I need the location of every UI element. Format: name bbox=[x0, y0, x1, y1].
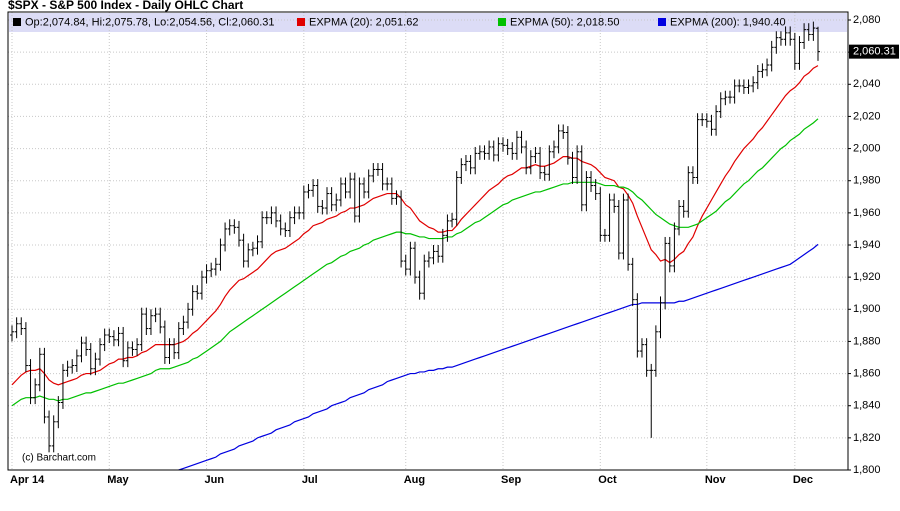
y-tick-label: 2,080 bbox=[853, 14, 881, 26]
y-tick-label: 1,860 bbox=[853, 367, 881, 379]
x-tick-label: Sep bbox=[501, 474, 521, 486]
legend-band bbox=[9, 13, 847, 32]
x-tick-label: Oct bbox=[598, 474, 617, 486]
y-tick-label: 1,820 bbox=[853, 432, 881, 444]
y-tick-label: 2,000 bbox=[853, 142, 881, 154]
lines bbox=[11, 65, 819, 470]
y-tick-label: 1,960 bbox=[853, 207, 881, 219]
x-tick-label: Apr 14 bbox=[10, 474, 45, 486]
ema-line bbox=[176, 243, 819, 470]
y-tick-label: 1,920 bbox=[853, 271, 881, 283]
legend-label: EXPMA (200): 1,940.40 bbox=[670, 16, 786, 28]
x-tick-label: Dec bbox=[793, 474, 813, 486]
legend-swatch bbox=[297, 18, 305, 26]
plot-border bbox=[7, 11, 849, 471]
x-tick-label: Jun bbox=[205, 474, 225, 486]
y-tick-label: 1,980 bbox=[853, 175, 881, 187]
chart-title: $SPX - S&P 500 Index - Daily OHLC Chart bbox=[8, 0, 243, 12]
y-tick-label: 2,040 bbox=[853, 78, 881, 90]
legend-swatch bbox=[498, 18, 506, 26]
credit: (c) Barchart.com bbox=[22, 453, 96, 464]
x-tick-label: Aug bbox=[404, 474, 425, 486]
legend-swatch bbox=[658, 18, 666, 26]
plot-area bbox=[8, 12, 848, 470]
ema-line bbox=[11, 118, 819, 407]
x-tick-label: May bbox=[107, 474, 129, 486]
legend-swatch bbox=[13, 18, 21, 26]
last-price-box bbox=[849, 44, 899, 59]
legend-label: EXPMA (20): 2,051.62 bbox=[309, 16, 418, 28]
y-tick-label: 2,020 bbox=[853, 110, 881, 122]
y-tick-label: 1,940 bbox=[853, 239, 881, 251]
y-tick-label: 1,900 bbox=[853, 303, 881, 315]
x-tick-label: Nov bbox=[705, 474, 727, 486]
y-tick-label: 1,880 bbox=[853, 335, 881, 347]
ohlc-label: Op:2,074.84, Hi:2,075.78, Lo:2,054.56, C… bbox=[25, 16, 275, 28]
bars bbox=[10, 21, 820, 453]
legend-label: EXPMA (50): 2,018.50 bbox=[510, 16, 619, 28]
x-tick-label: Jul bbox=[302, 474, 318, 486]
ema-line bbox=[11, 65, 819, 386]
y-tick-label: 1,840 bbox=[853, 400, 881, 412]
last-price-label: 2,060.31 bbox=[853, 46, 896, 58]
y-tick-label: 1,800 bbox=[853, 464, 881, 476]
legend: Op:2,074.84, Hi:2,075.78, Lo:2,054.56, C… bbox=[13, 16, 786, 28]
